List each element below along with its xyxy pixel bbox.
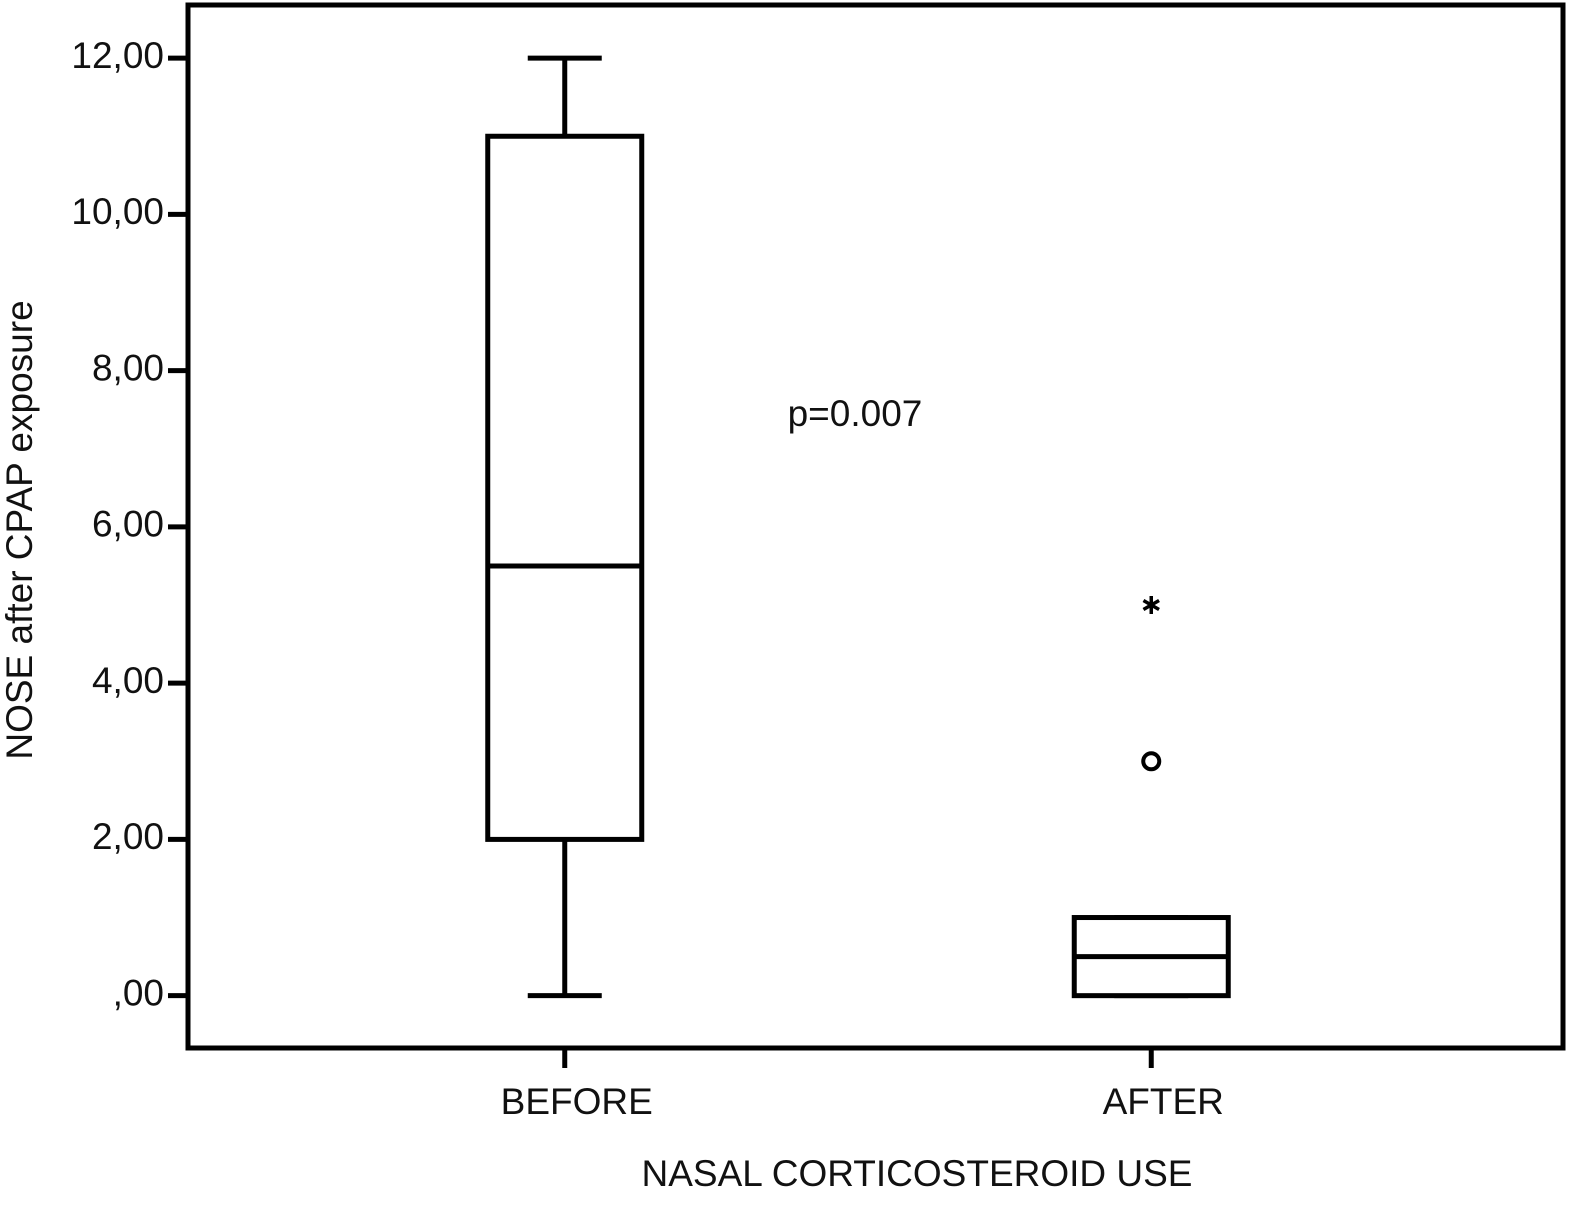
y-tick-label: 10,00 <box>71 191 164 232</box>
y-tick-label: 8,00 <box>92 347 164 388</box>
annotation: p=0.007 <box>788 393 923 434</box>
x-tick-label: AFTER <box>1103 1081 1224 1122</box>
y-axis-label: NOSE after CPAP exposure <box>0 300 40 759</box>
y-tick-label: 12,00 <box>71 35 164 76</box>
x-tick-label: BEFORE <box>501 1081 653 1122</box>
y-tick-label: ,00 <box>113 972 164 1013</box>
y-tick-label: 6,00 <box>92 504 164 545</box>
plot-frame <box>185 2 1566 1051</box>
y-tick-label: 2,00 <box>92 816 164 857</box>
extreme <box>1142 596 1160 615</box>
x-axis-label: NASAL CORTICOSTEROID USE <box>642 1153 1193 1194</box>
outlier <box>1141 751 1162 772</box>
box <box>485 133 645 842</box>
y-tick-label: 4,00 <box>92 660 164 701</box>
